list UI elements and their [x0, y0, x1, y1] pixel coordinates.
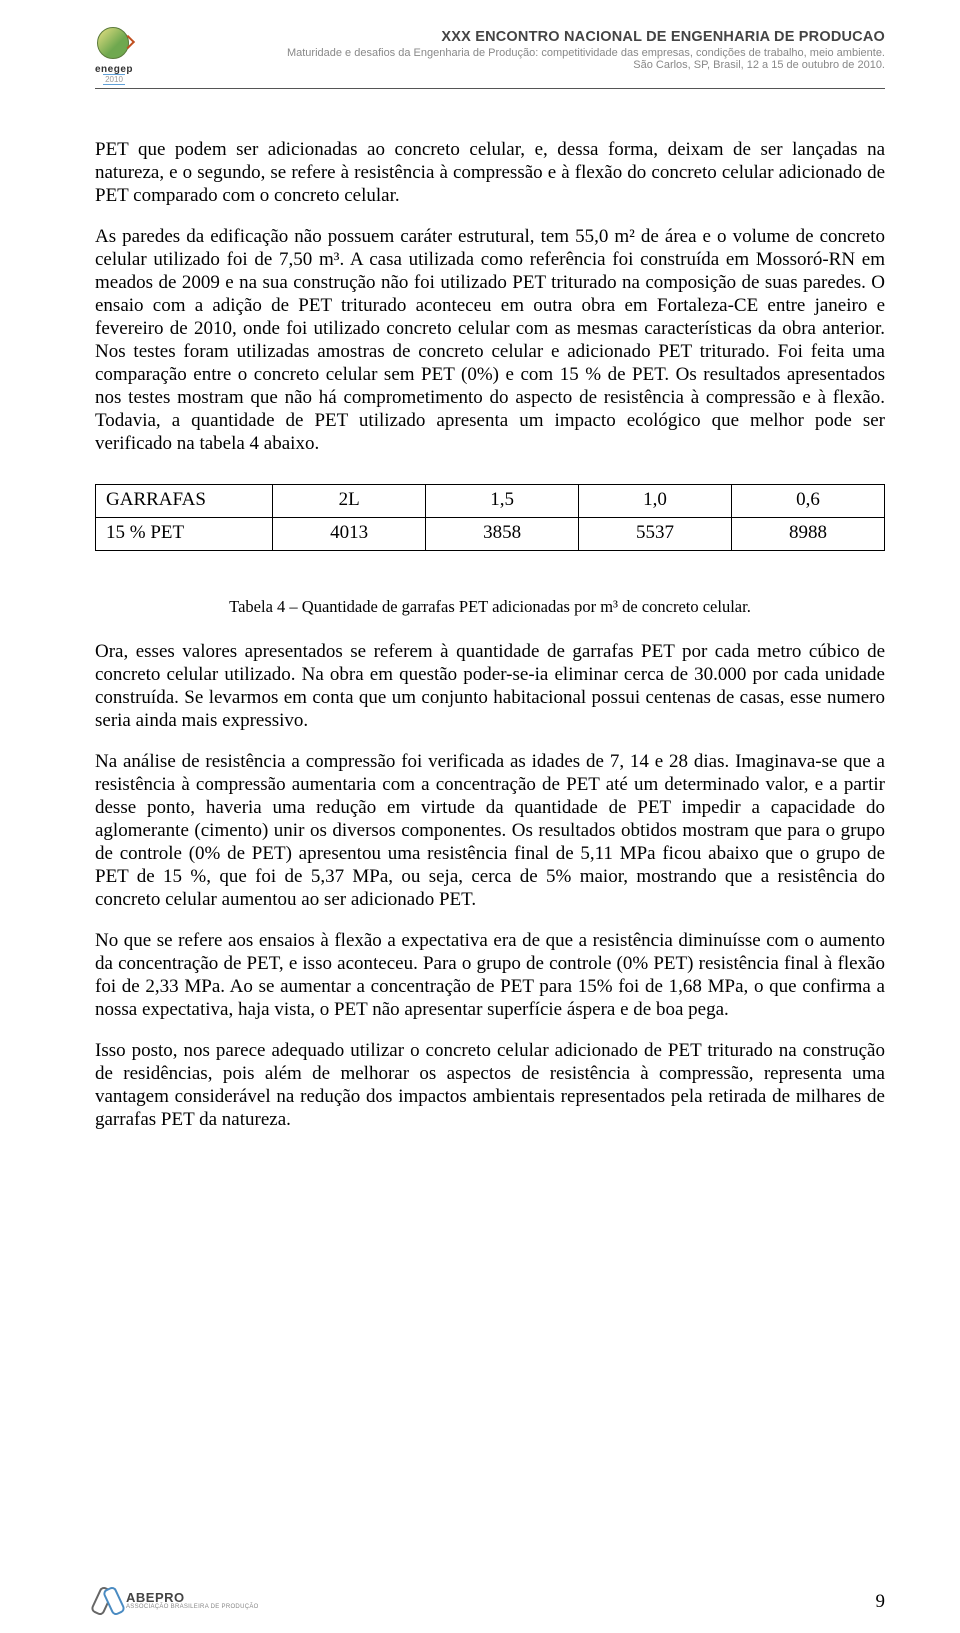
table-header-cell: 1,5 [426, 484, 579, 517]
table-cell: 3858 [426, 517, 579, 550]
abepro-logo: ABEPRO ASSOCIAÇÃO BRASILEIRA DE PRODUÇÃO [95, 1587, 259, 1613]
table-4: GARRAFAS 2L 1,5 1,0 0,6 15 % PET 4013 38… [95, 484, 885, 551]
logo-year: 2010 [103, 74, 125, 85]
globe-icon [95, 25, 133, 63]
table-cell: 5537 [579, 517, 732, 550]
table-header-cell: 0,6 [732, 484, 885, 517]
table-header-cell: 2L [273, 484, 426, 517]
table-header-cell: 1,0 [579, 484, 732, 517]
paragraph-5: No que se refere aos ensaios à flexão a … [95, 930, 885, 1022]
page: enegep 2010 XXX ENCONTRO NACIONAL DE ENG… [0, 0, 960, 1633]
paragraph-3: Ora, esses valores apresentados se refer… [95, 641, 885, 733]
page-header: enegep 2010 XXX ENCONTRO NACIONAL DE ENG… [95, 25, 885, 89]
table-cell: 15 % PET [96, 517, 273, 550]
header-text-block: XXX ENCONTRO NACIONAL DE ENGENHARIA DE P… [287, 25, 885, 71]
table-cell: 4013 [273, 517, 426, 550]
conference-subtitle: Maturidade e desafios da Engenharia de P… [287, 47, 885, 59]
footer-org-sub: ASSOCIAÇÃO BRASILEIRA DE PRODUÇÃO [126, 1604, 259, 1610]
footer-org-name: ABEPRO [126, 1591, 259, 1604]
paragraph-6: Isso posto, nos parece adequado utilizar… [95, 1040, 885, 1132]
table-caption: Tabela 4 – Quantidade de garrafas PET ad… [95, 597, 885, 617]
abepro-icon [95, 1587, 121, 1613]
enegep-logo: enegep 2010 [95, 25, 133, 85]
table-cell: 8988 [732, 517, 885, 550]
pet-bottles-table: GARRAFAS 2L 1,5 1,0 0,6 15 % PET 4013 38… [95, 484, 885, 551]
paragraph-4: Na análise de resistência a compressão f… [95, 751, 885, 912]
table-header-cell: GARRAFAS [96, 484, 273, 517]
conference-title: XXX ENCONTRO NACIONAL DE ENGENHARIA DE P… [287, 29, 885, 45]
table-row: 15 % PET 4013 3858 5537 8988 [96, 517, 885, 550]
page-number: 9 [876, 1591, 886, 1613]
page-footer: ABEPRO ASSOCIAÇÃO BRASILEIRA DE PRODUÇÃO… [95, 1587, 885, 1613]
conference-location: São Carlos, SP, Brasil, 12 a 15 de outub… [287, 59, 885, 71]
footer-text: ABEPRO ASSOCIAÇÃO BRASILEIRA DE PRODUÇÃO [126, 1591, 259, 1610]
paragraph-2: As paredes da edificação não possuem car… [95, 226, 885, 456]
table-row: GARRAFAS 2L 1,5 1,0 0,6 [96, 484, 885, 517]
paragraph-1: PET que podem ser adicionadas ao concret… [95, 139, 885, 208]
